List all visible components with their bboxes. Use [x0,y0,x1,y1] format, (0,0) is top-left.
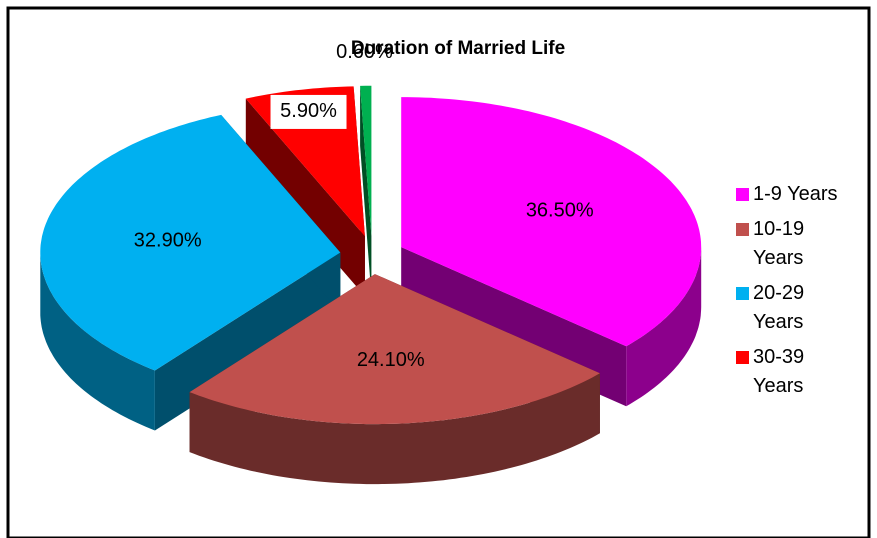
data-label: 0.60% [336,41,393,63]
chart-title: Duration of Married Life [351,38,565,59]
slice-top [401,97,702,347]
legend-swatch [736,351,749,364]
slice-wall [626,247,702,407]
data-label: 5.90% [280,100,337,122]
legend-item: 1-9 Years [736,180,871,209]
data-label: 32.90% [134,230,202,252]
legend-item: 30-39 Years [736,343,871,401]
pie-slice [40,114,341,431]
slice-side [360,85,372,296]
pie-slice [360,85,372,296]
legend: 1-9 Years 10-19 Years 20-29 Years 30-39 Yea… [736,180,871,407]
slice-top [360,85,372,236]
slice-top [40,114,341,371]
pie-slice [189,274,600,485]
legend-item: 20-29 Years [736,279,871,337]
legend-item: 10-19 Years [736,215,871,273]
legend-swatch [736,188,749,201]
data-label: 24.10% [357,349,425,371]
legend-swatch [736,223,749,236]
slice-top [189,274,600,425]
slice-wall [189,373,600,485]
slice-wall [40,252,155,431]
legend-label: 10-19 Years [753,218,805,269]
legend-swatch [736,287,749,300]
label-bg [270,94,347,129]
data-label: 36.50% [526,200,594,222]
legend-label: 30-39 Years [753,346,805,397]
legend-label: 1-9 Years [753,183,838,205]
legend-label: 20-29 Years [753,282,805,333]
